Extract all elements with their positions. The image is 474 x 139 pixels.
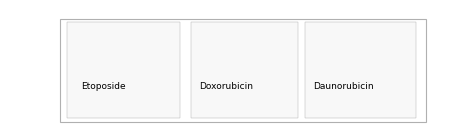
Bar: [191, 22, 298, 118]
Text: Daunorubicin: Daunorubicin: [313, 82, 374, 91]
Bar: [305, 22, 416, 118]
Text: Doxorubicin: Doxorubicin: [199, 82, 253, 91]
Text: Etoposide: Etoposide: [82, 82, 126, 91]
Bar: [66, 22, 181, 118]
